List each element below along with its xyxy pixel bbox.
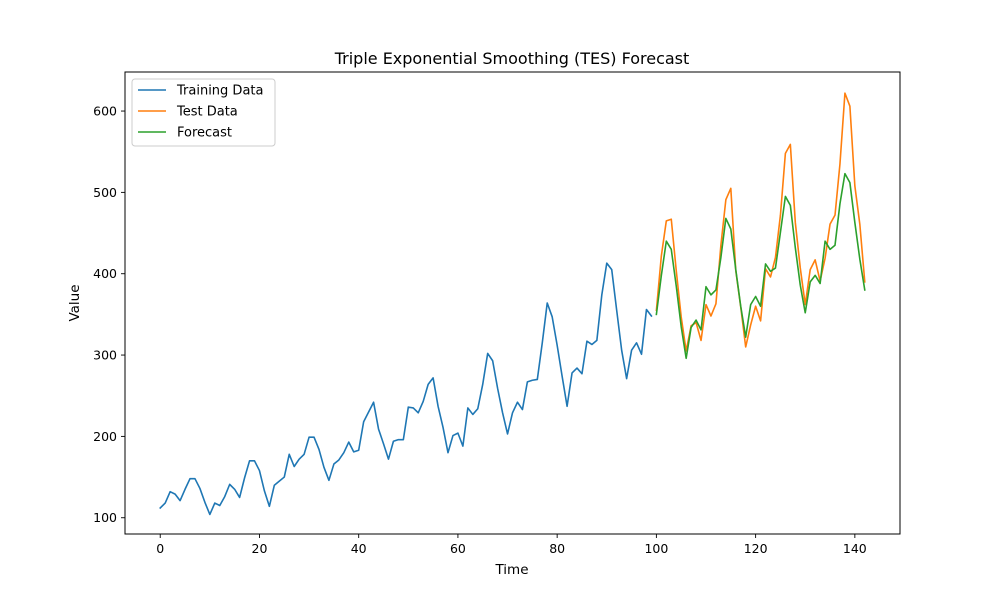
- chart-title: Triple Exponential Smoothing (TES) Forec…: [334, 49, 690, 68]
- x-tick-label: 20: [252, 541, 268, 556]
- x-tick-label: 120: [744, 541, 768, 556]
- y-tick-label: 400: [93, 266, 117, 281]
- x-tick-label: 100: [644, 541, 668, 556]
- x-tick-label: 80: [549, 541, 565, 556]
- series-line-training-data: [159, 262, 653, 516]
- y-tick-label: 300: [93, 348, 117, 363]
- y-axis-ticks: 100 200 300 400 500 600: [93, 104, 125, 525]
- y-tick-label: 600: [93, 104, 117, 119]
- legend-label: Training Data: [176, 84, 263, 99]
- series-lines: [159, 92, 866, 516]
- legend: Training Data Test Data Forecast: [131, 78, 276, 147]
- x-axis-ticks: 0 20 40 60 80 100 120 140: [156, 534, 867, 556]
- y-axis-label: Value: [67, 284, 83, 321]
- legend-label: Test Data: [176, 105, 238, 120]
- y-tick-label: 100: [93, 510, 117, 525]
- legend-box: [131, 78, 276, 147]
- series-line-forecast: [655, 172, 866, 360]
- x-axis-label: Time: [494, 562, 528, 578]
- x-tick-label: 40: [351, 541, 367, 556]
- y-tick-label: 200: [93, 429, 117, 444]
- series-line-test-data: [655, 92, 866, 352]
- plot-area-frame: [124, 71, 901, 535]
- x-tick-label: 140: [843, 541, 867, 556]
- legend-label: Forecast: [177, 126, 232, 141]
- x-tick-label: 60: [450, 541, 466, 556]
- x-tick-label: 0: [156, 541, 164, 556]
- y-tick-label: 500: [93, 185, 117, 200]
